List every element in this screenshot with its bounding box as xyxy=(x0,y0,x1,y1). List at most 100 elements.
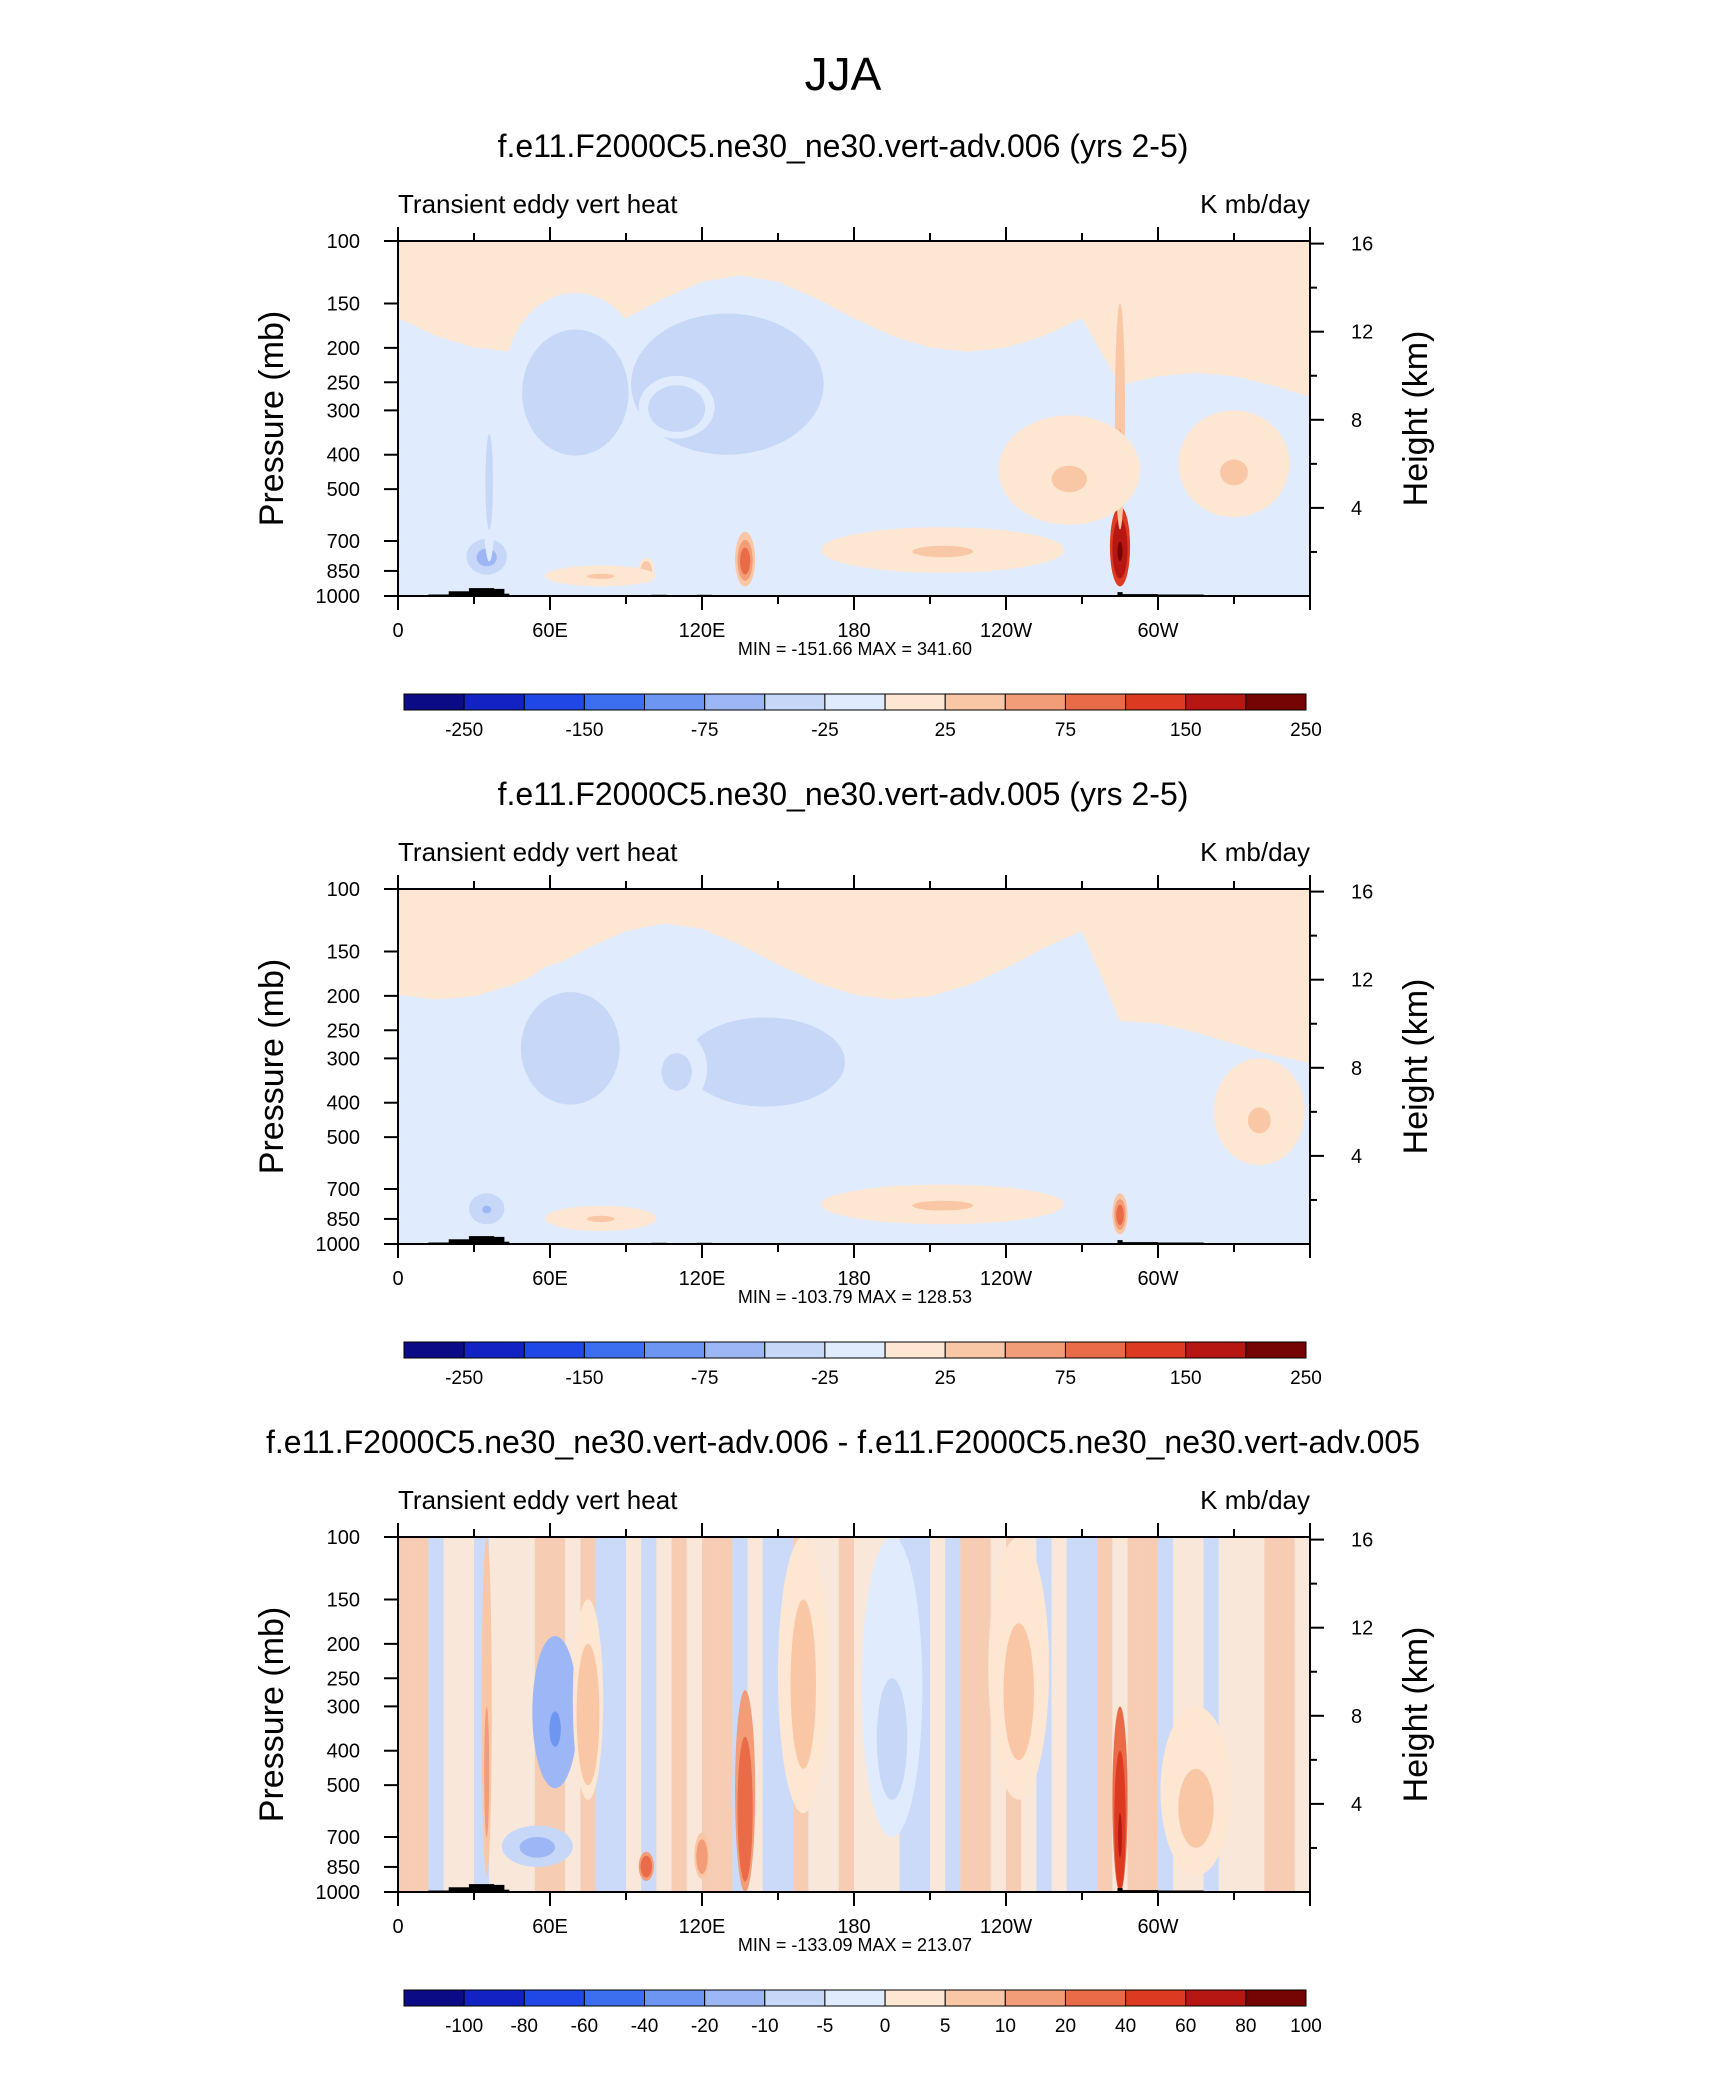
colorbar-swatch xyxy=(1245,1341,1307,1359)
y-axis-title: Pressure (mb) xyxy=(253,1607,291,1822)
y-tick-label: 150 xyxy=(327,1590,360,1612)
colorbar-swatch xyxy=(824,693,886,711)
y-tick-label: 1000 xyxy=(316,1234,361,1256)
colorbar-swatch xyxy=(824,1341,886,1359)
y-tick-label: 500 xyxy=(327,479,360,501)
panel-title: f.e11.F2000C5.ne30_ne30.vert-adv.006 - f… xyxy=(266,1424,1420,1460)
x-tick-label: 180 xyxy=(837,620,870,642)
colorbar-swatch xyxy=(884,1989,946,2007)
anomaly-stripe xyxy=(1234,1537,1250,1892)
contour-feature xyxy=(742,554,748,569)
min-max-stats: MIN = -151.66 MAX = 341.60 xyxy=(738,639,972,659)
x-tick-label: 180 xyxy=(837,1268,870,1290)
colorbar-label: 20 xyxy=(1055,2016,1076,2037)
anomaly-stripe xyxy=(1264,1537,1280,1892)
colorbar-swatch xyxy=(463,1989,525,2007)
y-right-tick-label: 12 xyxy=(1351,1618,1373,1640)
colorbar-swatch xyxy=(523,693,585,711)
colorbar-swatch xyxy=(1185,1989,1247,2007)
contour-feature xyxy=(1220,459,1248,486)
anomaly-stripe xyxy=(823,1537,839,1892)
contour-feature xyxy=(549,1711,561,1747)
y-tick-label: 500 xyxy=(327,1775,360,1797)
colorbar-label: 100 xyxy=(1290,2016,1322,2037)
anomaly-stripe xyxy=(458,1537,474,1892)
y-tick-label: 700 xyxy=(327,1179,360,1201)
colorbar-label: 60 xyxy=(1175,2016,1196,2037)
colorbar-label: -25 xyxy=(811,720,838,741)
colorbar-swatch xyxy=(1185,693,1247,711)
y-tick-label: 850 xyxy=(327,1857,360,1879)
contour-feature xyxy=(797,1662,810,1741)
topography xyxy=(499,1889,510,1892)
contour-feature xyxy=(1118,1210,1122,1221)
colorbar-label: -75 xyxy=(691,1368,718,1389)
anomaly-stripe xyxy=(656,1537,672,1892)
x-tick-label: 60W xyxy=(1137,620,1178,642)
colorbar-swatch xyxy=(884,1341,946,1359)
x-tick-label: 0 xyxy=(392,1268,403,1290)
contour-feature xyxy=(912,545,974,558)
contour-feature xyxy=(644,1863,649,1871)
contour-feature xyxy=(482,1205,492,1214)
figure-title: JJA xyxy=(805,48,882,100)
anomaly-stripe xyxy=(1279,1537,1295,1892)
y-tick-label: 200 xyxy=(327,338,360,360)
colorbar-swatch xyxy=(463,1341,525,1359)
x-tick-label: 0 xyxy=(392,1916,403,1938)
contour-feature xyxy=(912,1200,974,1211)
colorbar-swatch xyxy=(583,1341,646,1359)
x-tick-label: 60E xyxy=(532,1268,568,1290)
colorbar-swatch xyxy=(1004,1341,1066,1359)
topography xyxy=(448,1239,485,1244)
y-right-tick-label: 16 xyxy=(1351,882,1373,904)
colorbar-label: 150 xyxy=(1170,720,1202,741)
anomaly-stripe xyxy=(428,1537,444,1892)
x-tick-label: 120E xyxy=(679,1916,726,1938)
contour-feature xyxy=(884,1718,900,1778)
colorbar-swatch xyxy=(523,1989,585,2007)
colorbar-label: 75 xyxy=(1055,1368,1076,1389)
anomaly-stripe xyxy=(1294,1537,1310,1892)
colorbar-label: 80 xyxy=(1235,2016,1256,2037)
anomaly-stripe xyxy=(1066,1537,1082,1892)
anomaly-stripe xyxy=(1082,1537,1098,1892)
colorbar-swatch xyxy=(704,1989,766,2007)
topography xyxy=(468,588,495,596)
colorbar-swatch xyxy=(1125,1989,1187,2007)
contour-feature xyxy=(703,382,752,416)
colorbar-label: -5 xyxy=(816,2016,833,2037)
contour-feature xyxy=(1187,1792,1205,1832)
y-tick-label: 100 xyxy=(327,1527,360,1549)
anomaly-stripe xyxy=(519,1537,535,1892)
y-tick-label: 400 xyxy=(327,445,360,467)
colorbar-swatch xyxy=(523,1341,585,1359)
topography xyxy=(499,593,510,596)
colorbar: -100 -80 -60 -40 -20 -10 -5 0 5 10 20 40 60 80 100 xyxy=(403,1989,1322,2037)
y-tick-label: 100 xyxy=(327,879,360,901)
colorbar-swatch xyxy=(1245,1989,1307,2007)
colorbar-swatch xyxy=(583,693,646,711)
y-tick-label: 300 xyxy=(327,1048,360,1070)
topography xyxy=(484,588,505,596)
colorbar-label: 250 xyxy=(1290,720,1322,741)
y-tick-label: 850 xyxy=(327,1209,360,1231)
colorbar-swatch xyxy=(403,1341,465,1359)
anomaly-stripe xyxy=(610,1537,626,1892)
x-tick-label: 60W xyxy=(1137,1916,1178,1938)
contour-feature xyxy=(553,1039,587,1076)
topography xyxy=(468,1884,495,1892)
x-tick-label: 120E xyxy=(679,1268,726,1290)
y-right-tick-label: 8 xyxy=(1351,1706,1362,1728)
topography xyxy=(448,591,485,596)
colorbar-label: -40 xyxy=(631,2016,658,2037)
y-right-tick-label: 12 xyxy=(1351,322,1373,344)
colorbar-swatch xyxy=(644,693,706,711)
y-tick-label: 1000 xyxy=(316,586,361,608)
anomaly-stripe xyxy=(686,1537,702,1892)
colorbar-label: -20 xyxy=(691,2016,718,2037)
y-tick-label: 200 xyxy=(327,986,360,1008)
y-axis-title: Pressure (mb) xyxy=(253,959,291,1174)
y-tick-label: 300 xyxy=(327,1696,360,1718)
